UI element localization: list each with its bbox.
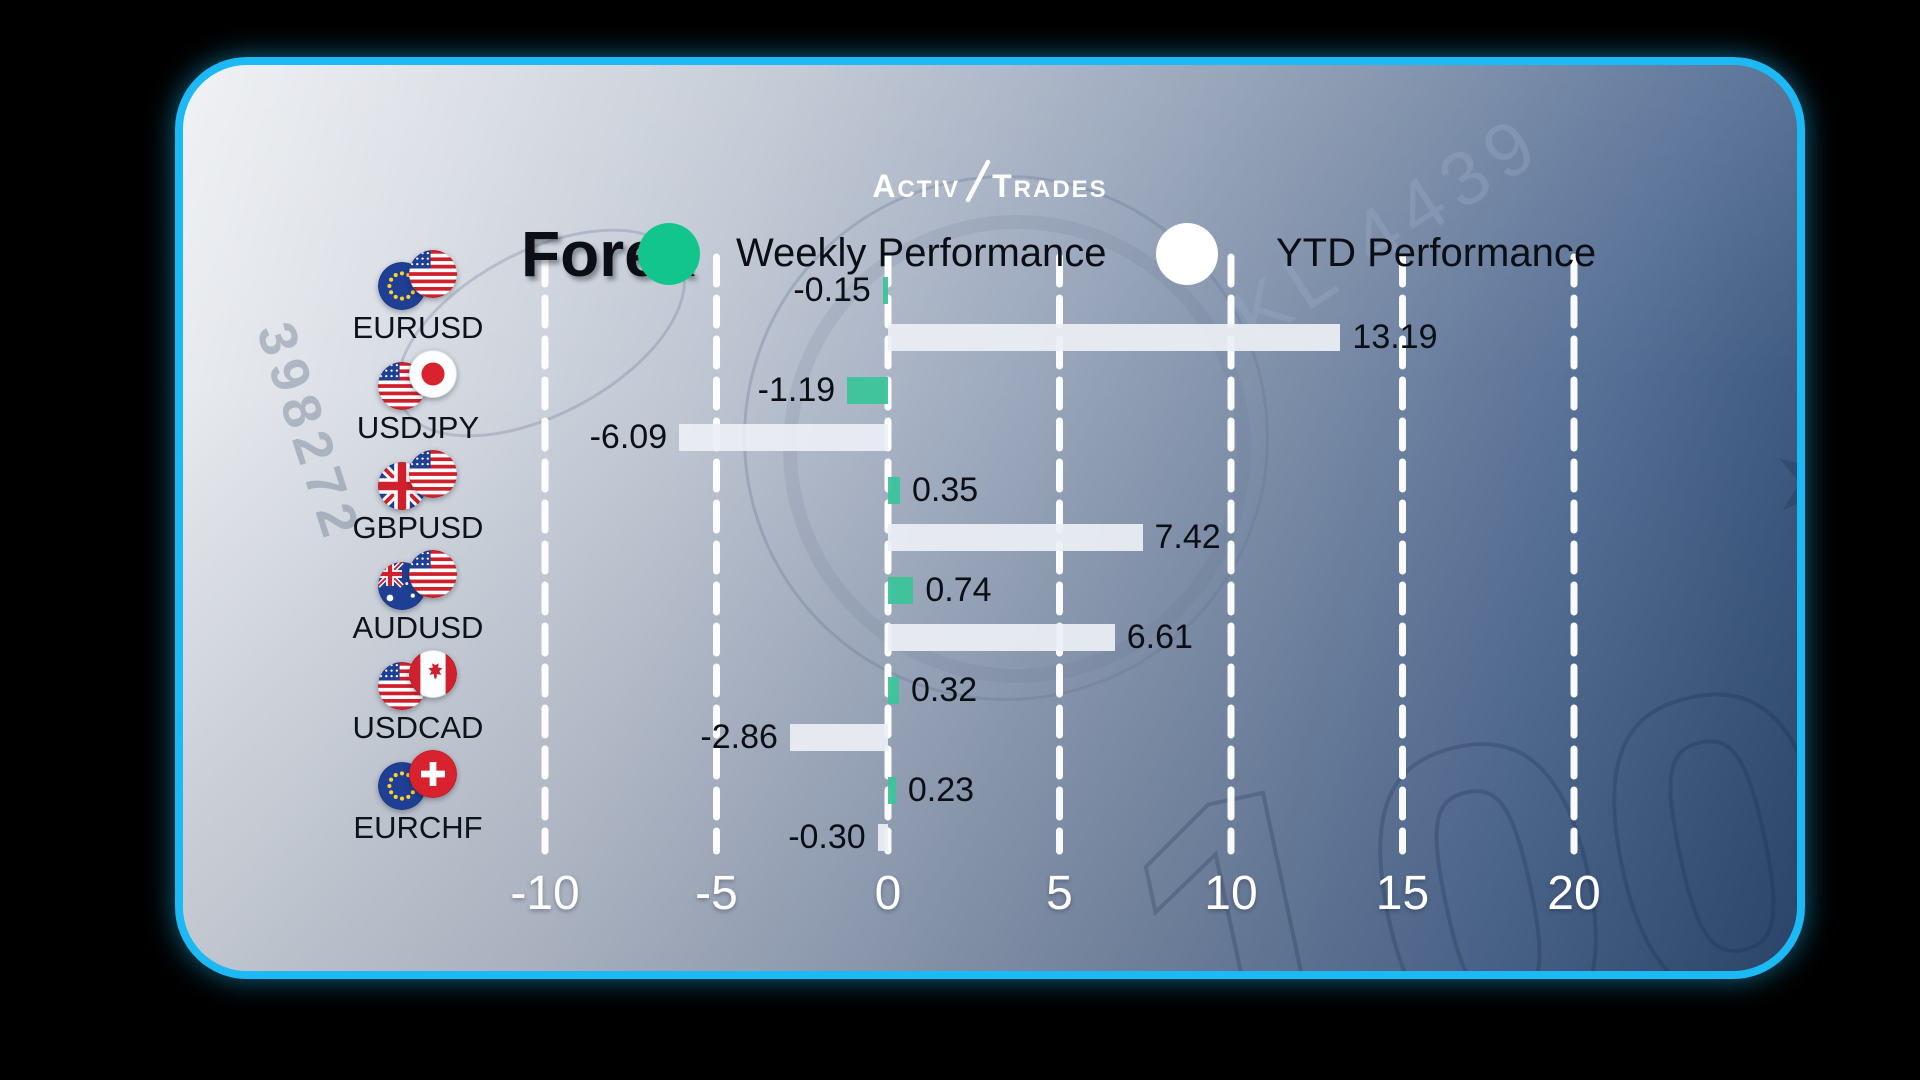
ytd-value-eurchf: -0.30 xyxy=(788,818,866,856)
x-tick-label-10: 10 xyxy=(1204,867,1258,920)
flag-ch xyxy=(409,750,457,798)
weekly-value-eurusd: -0.15 xyxy=(793,271,871,309)
chart-bars-layer: -0.15 13.19 -1.19 -6.09 0.35 7.42 0.74 6.61 0.32… xyxy=(183,65,1797,971)
ytd-bar-eurusd xyxy=(888,323,1341,351)
flag-pair-eurusd xyxy=(378,250,458,310)
pair-label: EURCHF xyxy=(353,810,483,845)
flag-ch-icon xyxy=(409,750,457,798)
flag-jp xyxy=(409,350,457,398)
weekly-value-gbpusd: 0.35 xyxy=(912,471,979,509)
legend-ytd-label: YTD Performance xyxy=(1276,231,1597,275)
flag-pair-usdcad xyxy=(378,650,458,710)
weekly-bar-gbpusd xyxy=(888,476,900,504)
pair-label: USDJPY xyxy=(356,410,480,445)
flag-pair-eurchf xyxy=(378,750,458,810)
logo-slash-icon xyxy=(965,159,991,203)
logo-text-t: T xyxy=(992,168,1014,204)
ytd-value-gbpusd: 7.42 xyxy=(1154,518,1221,556)
ytd-value-usdjpy: -6.09 xyxy=(589,418,668,456)
pair-label: AUDUSD xyxy=(352,610,484,645)
ytd-value-audusd: 6.61 xyxy=(1126,618,1193,656)
x-axis-layer: -10 -5 0 5 10 15 20 xyxy=(183,65,1797,971)
flag-us-icon xyxy=(409,450,457,498)
ytd-bar-eurchf xyxy=(877,823,888,851)
weekly-value-eurchf: 0.23 xyxy=(907,771,975,809)
ytd-bar-usdjpy xyxy=(679,423,888,451)
pair-row-usdjpy: USDJPY xyxy=(323,350,513,446)
pair-row-gbpusd: GBPUSD xyxy=(323,450,513,546)
ytd-bar-usdcad xyxy=(789,723,888,751)
ytd-value-usdcad: -2.86 xyxy=(700,718,778,756)
pair-row-eurusd: EURUSD xyxy=(323,250,513,346)
flag-gb xyxy=(378,462,426,510)
weekly-value-usdjpy: -1.19 xyxy=(757,371,836,409)
ytd-bar-audusd xyxy=(888,623,1115,651)
pair-row-audusd: AUDUSD xyxy=(323,550,513,646)
weekly-bar-eurusd xyxy=(882,276,888,304)
weekly-bar-usdjpy xyxy=(847,376,888,404)
flag-jp-icon xyxy=(409,350,457,398)
flag-us-icon xyxy=(409,250,457,298)
chart-rows-layer: EURUSD USDJPY GBPUSD AUDUSD USDCAD EURCHF xyxy=(183,65,1797,971)
pair-label: GBPUSD xyxy=(352,510,484,545)
ytd-bar-gbpusd xyxy=(888,523,1143,551)
flag-ca-icon xyxy=(409,650,457,698)
weekly-bar-audusd xyxy=(888,576,914,604)
logo-text-a: A xyxy=(872,168,898,204)
flag-us xyxy=(409,250,457,298)
flag-pair-gbpusd xyxy=(378,450,458,510)
pair-label: EURUSD xyxy=(352,310,484,345)
x-tick-label-20: 20 xyxy=(1547,867,1601,920)
x-tick-label-0: 0 xyxy=(874,867,902,920)
weekly-bar-eurchf xyxy=(888,776,896,804)
flag-gb-icon xyxy=(378,462,426,510)
legend-weekly-dot-icon xyxy=(638,223,700,285)
forex-performance-card: 398272 KL 4439 100 ★ ActivTrades Forex W… xyxy=(175,57,1805,979)
ytd-value-eurusd: 13.19 xyxy=(1352,318,1438,356)
activtrades-logo: Activ Trades xyxy=(183,153,1797,205)
flag-pair-audusd xyxy=(378,550,458,610)
pair-row-eurchf: EURCHF xyxy=(323,750,513,846)
x-tick-label-15: 15 xyxy=(1375,867,1430,920)
legend-ytd-dot-icon xyxy=(1156,223,1218,285)
x-tick-label--10: -10 xyxy=(510,867,580,920)
flag-ca xyxy=(409,650,457,698)
flag-us xyxy=(409,450,457,498)
flag-pair-usdjpy xyxy=(378,350,458,410)
x-tick-label--5: -5 xyxy=(695,867,738,920)
pair-row-usdcad: USDCAD xyxy=(323,650,513,746)
pair-label: USDCAD xyxy=(352,710,484,745)
logo-text-rades: rades xyxy=(1013,176,1108,203)
x-tick-label-5: 5 xyxy=(1046,867,1073,920)
weekly-value-usdcad: 0.32 xyxy=(910,671,978,709)
weekly-bar-usdcad xyxy=(888,676,899,704)
legend-weekly-label: Weekly Performance xyxy=(736,231,1107,275)
logo-text-ctiv: ctiv xyxy=(897,176,961,203)
weekly-value-audusd: 0.74 xyxy=(925,571,992,609)
gridlines-svg xyxy=(541,253,1578,855)
card-tint-overlay xyxy=(183,65,1797,971)
